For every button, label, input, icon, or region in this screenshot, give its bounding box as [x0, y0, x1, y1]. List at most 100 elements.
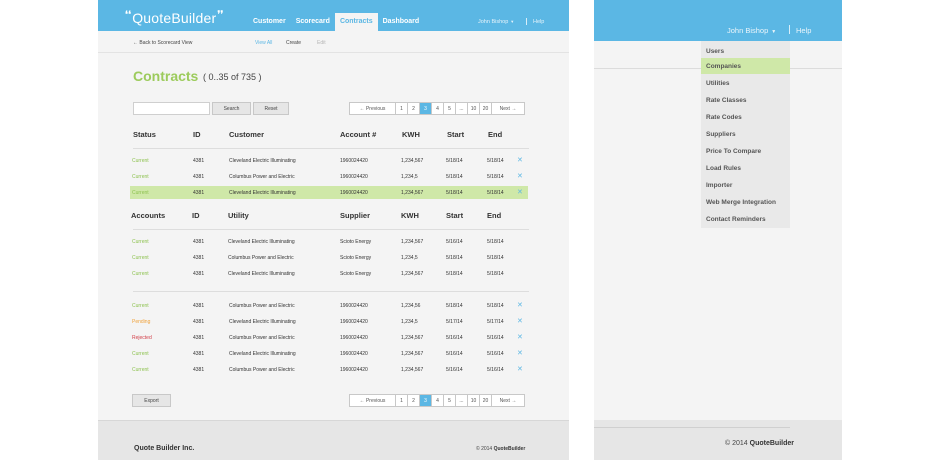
help-link[interactable]: Help	[533, 19, 545, 25]
end-cell: 5/18/14	[487, 158, 504, 164]
close-icon[interactable]: ✕	[517, 334, 523, 341]
menu-item-price-to-compare[interactable]: Price To Compare	[706, 148, 762, 155]
menu-item-suppliers[interactable]: Suppliers	[706, 131, 736, 138]
table-row[interactable]: Current 4381 Columbus Power and Electric…	[130, 251, 528, 264]
table-row[interactable]: Current 4381 Cleveland Electric Illumina…	[130, 267, 528, 280]
kwh-cell: 1,234,567	[401, 271, 424, 277]
menu-item-contact-reminders[interactable]: Contact Reminders	[706, 216, 766, 223]
page-1[interactable]: 1	[396, 395, 408, 406]
close-icon[interactable]: ✕	[517, 318, 523, 325]
page-10[interactable]: 10	[468, 103, 480, 114]
start-cell: 5/16/14	[446, 335, 463, 341]
nav-contracts[interactable]: Contracts	[334, 13, 378, 31]
table-row[interactable]: Current 4381 Columbus Power and Electric…	[130, 170, 528, 183]
pagination-top: ← Previous 1 2 3 4 5 ... 10 20 Next →	[349, 102, 525, 115]
table-row[interactable]: Current 4381 Cleveland Electric Illumina…	[130, 154, 528, 167]
footer: © 2014 QuoteBuilder	[594, 420, 842, 460]
menu-item-companies[interactable]: Companies	[701, 58, 790, 74]
menu-item-load-rules[interactable]: Load Rules	[706, 165, 742, 172]
status-badge: Pending	[132, 319, 151, 325]
start-cell: 5/18/14	[446, 174, 463, 180]
menu-item-rate-classes[interactable]: Rate Classes	[706, 97, 747, 104]
kwh-cell: 1,234,567	[401, 239, 424, 245]
help-link[interactable]: Help	[796, 26, 812, 35]
user-menu[interactable]: John Bishop ▼	[478, 19, 514, 25]
table-row[interactable]: Rejected 4381 Columbus Power and Electri…	[130, 331, 528, 344]
page-5[interactable]: 5	[444, 395, 456, 406]
kwh-cell: 1,234,567	[401, 335, 424, 341]
nav-scorecard[interactable]: Scorecard	[295, 18, 330, 25]
kwh-cell: 1,234,5	[401, 255, 418, 261]
page-3[interactable]: 3	[420, 103, 432, 114]
column-header: End	[487, 211, 502, 220]
page-3[interactable]: 3	[420, 395, 432, 406]
close-icon[interactable]: ✕	[517, 350, 523, 357]
menu-item-rate-codes[interactable]: Rate Codes	[706, 114, 742, 121]
table-row[interactable]: Current 4381 Cleveland Electric Illumina…	[130, 235, 528, 248]
close-icon[interactable]: ✕	[517, 189, 523, 196]
table-row-selected[interactable]: Current 4381 Cleveland Electric Illumina…	[130, 186, 528, 199]
column-header: Utility	[228, 211, 249, 220]
close-icon[interactable]: ✕	[517, 157, 523, 164]
tab-edit[interactable]: Edit	[317, 40, 326, 46]
search-button[interactable]: Search	[212, 102, 251, 115]
page-ellipsis: ...	[456, 395, 468, 406]
table-row[interactable]: Current 4381 Columbus Power and Electric…	[130, 363, 528, 376]
table-row[interactable]: Pending 4381 Cleveland Electric Illumina…	[130, 315, 528, 328]
search-input[interactable]	[133, 102, 210, 115]
page-5[interactable]: 5	[444, 103, 456, 114]
nav-dashboard[interactable]: Dashboard	[382, 18, 420, 25]
reset-button[interactable]: Reset	[253, 102, 289, 115]
page-4[interactable]: 4	[432, 103, 444, 114]
back-to-scorecard-link[interactable]: ← Back to Scorecard View	[133, 40, 193, 46]
previous-page-button[interactable]: ← Previous	[350, 103, 396, 114]
close-icon[interactable]: ✕	[517, 366, 523, 373]
logo[interactable]: ❛❛QuoteBuilder❜❜	[125, 9, 224, 26]
table-row[interactable]: Current 4381 Cleveland Electric Illumina…	[130, 347, 528, 360]
user-menu[interactable]: John Bishop ▼	[727, 26, 776, 35]
nav-customer[interactable]: Customer	[253, 18, 286, 25]
status-badge: Current	[132, 174, 149, 180]
user-dropdown-preview: John Bishop ▼ Help Users Companies Utilit…	[594, 0, 842, 460]
page-1[interactable]: 1	[396, 103, 408, 114]
next-page-button[interactable]: Next →	[499, 397, 517, 404]
page-2[interactable]: 2	[408, 395, 420, 406]
menu-item-web-merge-integration[interactable]: Web Merge Integration	[706, 199, 776, 206]
menu-item-importer[interactable]: Importer	[706, 182, 733, 189]
menu-item-users[interactable]: Users	[706, 48, 725, 55]
previous-page-button[interactable]: ← Previous	[350, 395, 396, 406]
main-nav: Customer Scorecard Contracts Dashboard	[248, 13, 424, 31]
column-header: Customer	[229, 130, 265, 139]
kwh-cell: 1,234,5	[401, 319, 418, 325]
logo-quote-mark-icon: ❜❜	[217, 9, 224, 19]
page-20[interactable]: 20	[480, 395, 492, 406]
page-ellipsis: ...	[456, 103, 468, 114]
close-icon[interactable]: ✕	[517, 302, 523, 309]
kwh-cell: 1,234,567	[401, 367, 424, 373]
column-header: Supplier	[340, 211, 371, 220]
page-2[interactable]: 2	[408, 103, 420, 114]
divider	[789, 25, 790, 34]
export-button[interactable]: Export	[132, 394, 171, 407]
account-cell: 1960024420	[340, 158, 368, 164]
tab-view-all[interactable]: View All	[255, 40, 273, 46]
tab-create[interactable]: Create	[286, 40, 302, 46]
account-cell: 1960024420	[340, 335, 368, 341]
close-icon[interactable]: ✕	[517, 173, 523, 180]
status-badge: Current	[132, 271, 149, 277]
page-4[interactable]: 4	[432, 395, 444, 406]
copyright-brand: QuoteBuilder	[749, 440, 794, 447]
menu-item-utilities[interactable]: Utilities	[706, 80, 730, 87]
page-10[interactable]: 10	[468, 395, 480, 406]
next-page-button[interactable]: Next →	[499, 105, 517, 112]
supplier-cell: Scioto Energy	[340, 239, 372, 245]
page-20[interactable]: 20	[480, 103, 492, 114]
column-header: Start	[446, 211, 464, 220]
start-cell: 5/18/14	[446, 255, 463, 261]
table-row[interactable]: Current 4381 Columbus Power and Electric…	[130, 299, 528, 312]
kwh-cell: 1,234,567	[401, 158, 424, 164]
footer-copyright: © 2014 QuoteBuilder	[725, 440, 794, 447]
utility-cell: Cleveland Electric Illuminating	[228, 239, 295, 245]
status-badge: Current	[132, 367, 149, 373]
divider	[526, 18, 527, 25]
